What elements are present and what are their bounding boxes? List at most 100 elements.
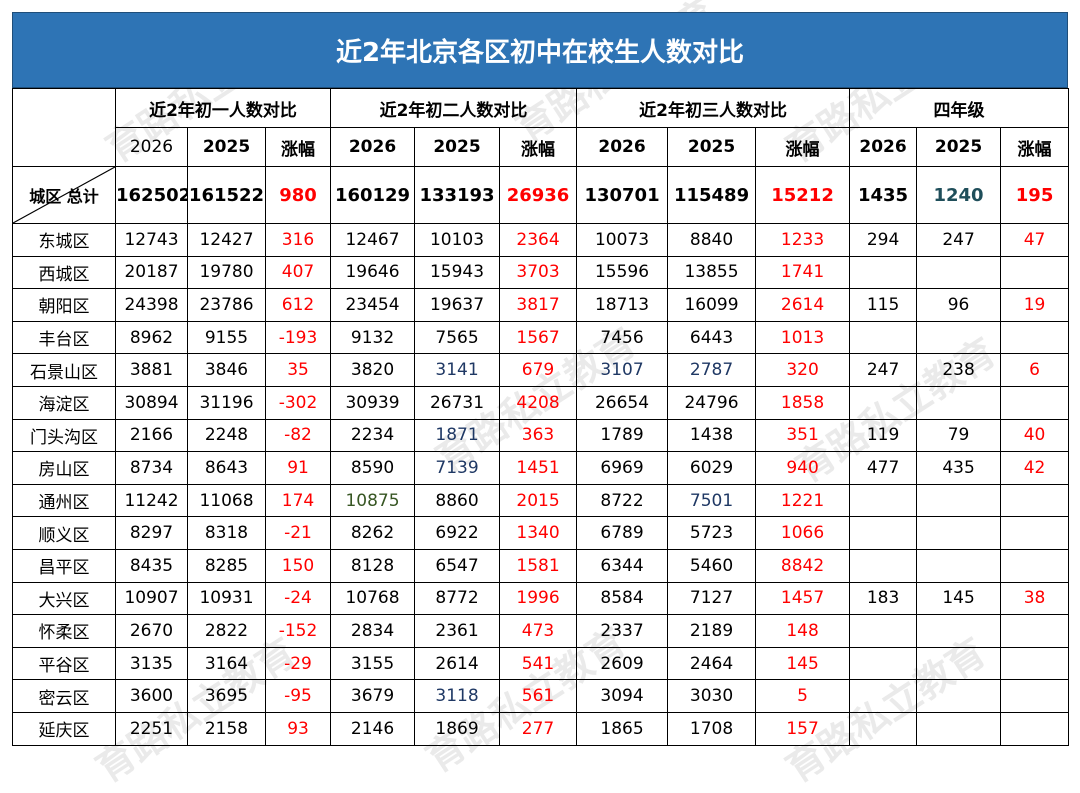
sub-header-cell: 2026 [849, 127, 918, 167]
table-row: 西城区 20187 19780 407 19646 15943 3703 15596 13855… [12, 255, 1070, 290]
district-cell: 东城区 [12, 223, 116, 257]
value-cell [916, 483, 1002, 518]
sub-header-cell: 2025 [916, 127, 1002, 167]
change-cell: 1066 [755, 516, 851, 550]
value-cell: 477 [849, 451, 918, 485]
total-cell: 115489 [667, 166, 757, 224]
value-cell: 7127 [667, 581, 757, 616]
value-cell: 3141 [414, 353, 501, 387]
value-cell [916, 255, 1002, 290]
value-cell [916, 679, 1002, 713]
diagonal-line [13, 167, 115, 223]
value-cell: 9132 [330, 320, 416, 355]
change-cell: 174 [264, 483, 332, 518]
value-cell: 3820 [330, 353, 416, 387]
district-cell: 大兴区 [12, 581, 116, 616]
change-cell: 19 [1000, 288, 1070, 322]
value-cell: 7565 [414, 320, 501, 355]
value-cell [916, 548, 1002, 583]
group-header-row: 近2年初一人数对比 近2年初二人数对比 近2年初三人数对比 四年级 [12, 88, 1070, 167]
change-cell: 148 [755, 614, 851, 648]
value-cell [849, 320, 918, 355]
change-cell: 1013 [755, 320, 851, 355]
value-cell: 3164 [187, 646, 266, 681]
value-cell: 12427 [187, 223, 266, 257]
value-cell: 6344 [576, 548, 669, 583]
change-cell: 1457 [755, 581, 851, 616]
table-row: 昌平区 8435 8285 150 8128 6547 1581 6344 5460 8842 [12, 548, 1070, 583]
change-cell: 47 [1000, 223, 1070, 257]
change-cell: 2364 [499, 223, 578, 257]
district-cell: 顺义区 [12, 516, 116, 550]
change-cell: -302 [264, 385, 332, 420]
value-cell: 96 [916, 288, 1002, 322]
value-cell: 294 [849, 223, 918, 257]
district-cell: 西城区 [12, 255, 116, 290]
value-cell: 3881 [115, 353, 188, 387]
district-cell: 昌平区 [12, 548, 116, 583]
district-cell: 延庆区 [12, 711, 116, 746]
sub-header-cell: 涨幅 [264, 127, 332, 167]
value-cell [849, 483, 918, 518]
total-label: 城区 总计 [29, 187, 99, 206]
change-cell: 8842 [755, 548, 851, 583]
table-row: 朝阳区 24398 23786 612 23454 19637 3817 18713 16099… [12, 288, 1070, 322]
value-cell: 10931 [187, 581, 266, 616]
value-cell: 16099 [667, 288, 757, 322]
value-cell: 10875 [330, 483, 416, 518]
value-cell: 13855 [667, 255, 757, 290]
group-header: 近2年初三人数对比 [576, 88, 851, 128]
value-cell [849, 548, 918, 583]
value-cell: 19637 [414, 288, 501, 322]
change-cell: 35 [264, 353, 332, 387]
value-cell: 183 [849, 581, 918, 616]
district-cell: 密云区 [12, 679, 116, 713]
value-cell: 2189 [667, 614, 757, 648]
table-row: 石景山区 3881 3846 35 3820 3141 679 3107 2787 320 247 2… [12, 353, 1070, 387]
value-cell [849, 646, 918, 681]
value-cell: 3695 [187, 679, 266, 713]
value-cell [916, 385, 1002, 420]
change-cell [1000, 679, 1070, 713]
sub-header-cell: 2026 [115, 127, 188, 167]
value-cell: 1438 [667, 418, 757, 453]
value-cell: 6029 [667, 451, 757, 485]
change-cell: 277 [499, 711, 578, 746]
value-cell: 23786 [187, 288, 266, 322]
value-cell [849, 614, 918, 648]
value-cell: 7139 [414, 451, 501, 485]
value-cell: 2834 [330, 614, 416, 648]
value-cell: 10103 [414, 223, 501, 257]
change-cell: 3703 [499, 255, 578, 290]
value-cell: 2248 [187, 418, 266, 453]
change-cell: -21 [264, 516, 332, 550]
total-cell: 133193 [414, 166, 501, 224]
group-header: 近2年初二人数对比 [330, 88, 578, 128]
value-cell: 3600 [115, 679, 188, 713]
sub-header-cell: 2026 [576, 127, 669, 167]
value-cell: 30894 [115, 385, 188, 420]
change-cell [1000, 711, 1070, 746]
change-cell: 612 [264, 288, 332, 322]
change-cell: 1567 [499, 320, 578, 355]
change-cell: 1741 [755, 255, 851, 290]
value-cell: 79 [916, 418, 1002, 453]
change-cell: 2015 [499, 483, 578, 518]
value-cell: 20187 [115, 255, 188, 290]
value-cell: 2609 [576, 646, 669, 681]
table-row: 丰台区 8962 9155 -193 9132 7565 1567 7456 6443 1013 [12, 320, 1070, 355]
table-row: 东城区 12743 12427 316 12467 10103 2364 10073 8840 1… [12, 223, 1070, 257]
change-cell: 940 [755, 451, 851, 485]
change-cell: 1233 [755, 223, 851, 257]
change-cell: 3817 [499, 288, 578, 322]
change-cell: 40 [1000, 418, 1070, 453]
value-cell [916, 320, 1002, 355]
value-cell: 8318 [187, 516, 266, 550]
value-cell: 12467 [330, 223, 416, 257]
change-cell: -152 [264, 614, 332, 648]
value-cell: 5460 [667, 548, 757, 583]
value-cell: 24796 [667, 385, 757, 420]
total-label-cell: 城区 总计 [12, 166, 116, 224]
value-cell: 7456 [576, 320, 669, 355]
change-cell [1000, 516, 1070, 550]
